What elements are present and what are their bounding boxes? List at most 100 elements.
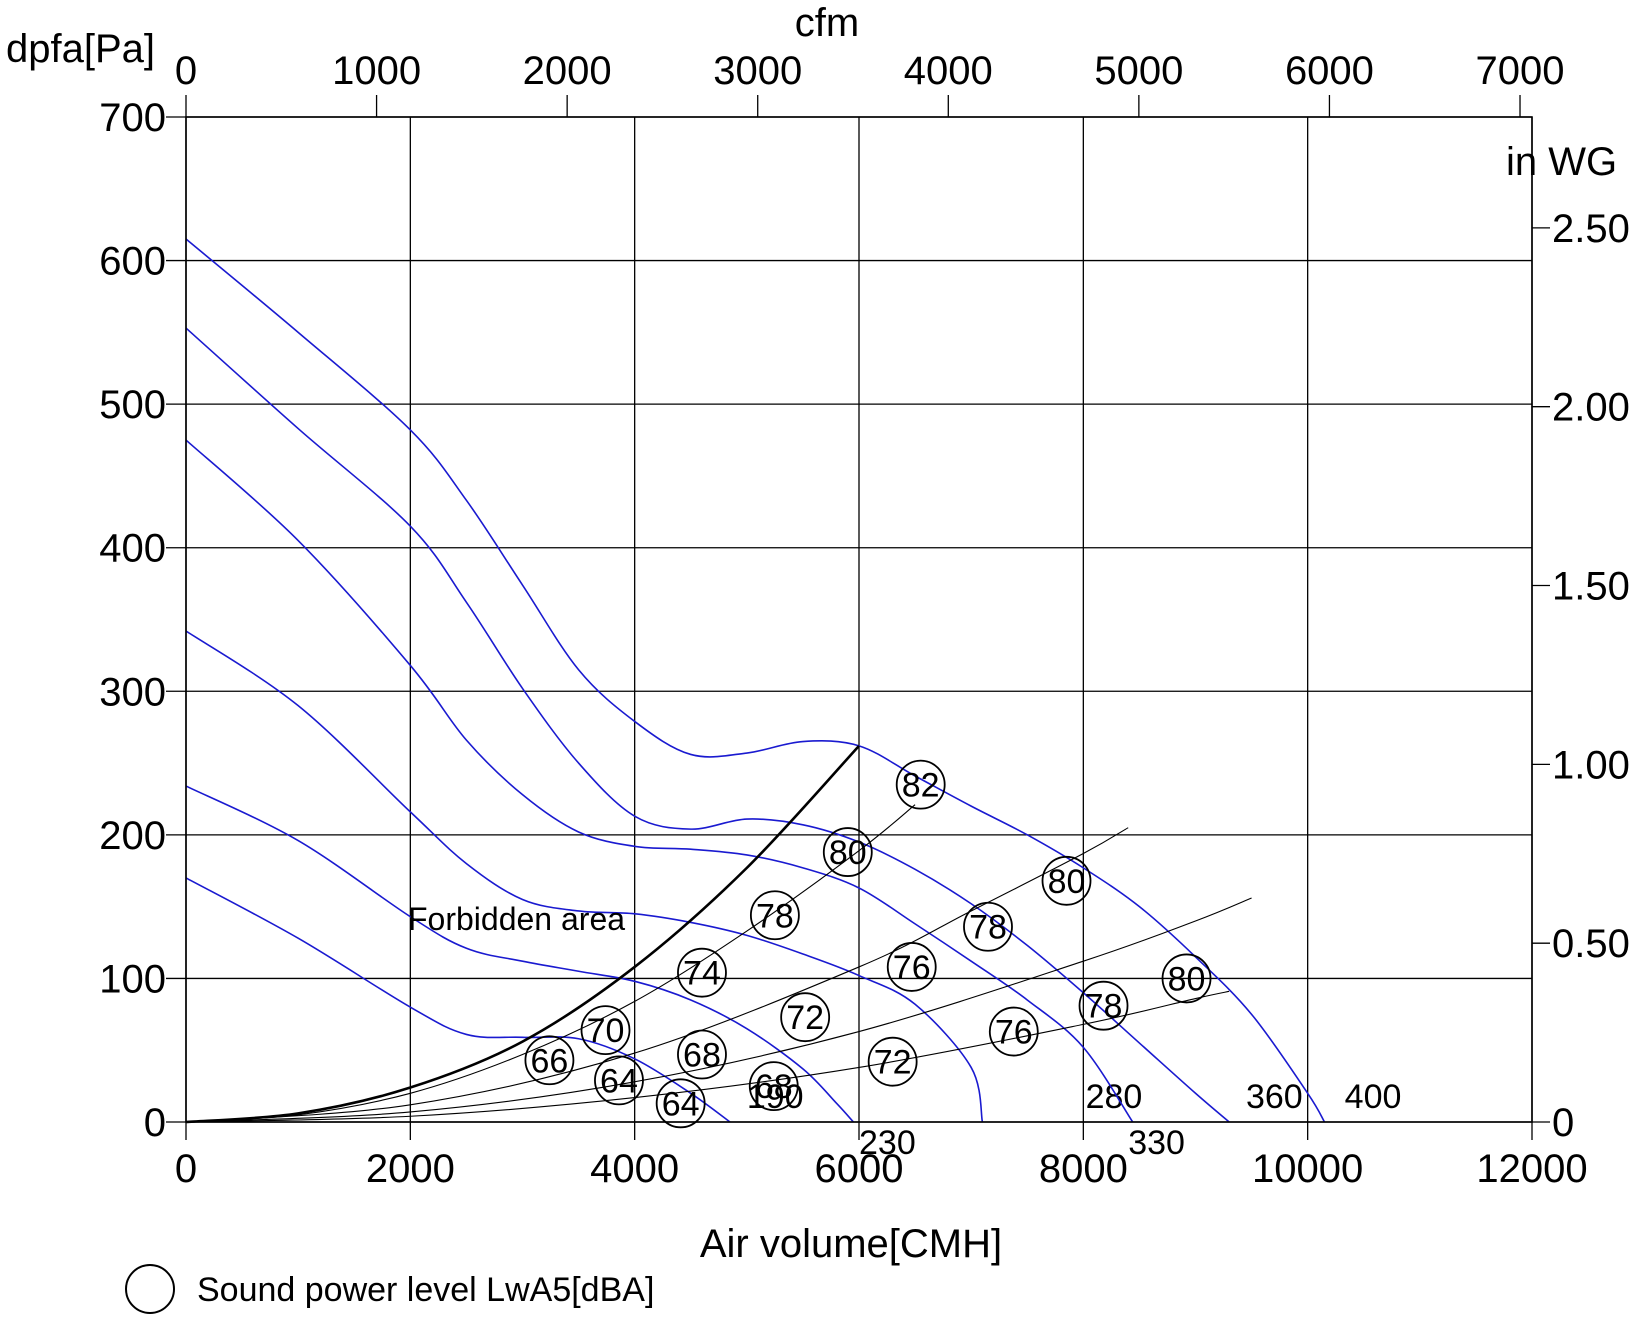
- y-tick-label: 600: [99, 240, 166, 284]
- x-tick-label: 12000: [1476, 1147, 1587, 1191]
- sound-level-marker: 64: [594, 1055, 644, 1106]
- legend-text: Sound power level LwA5[dBA]: [197, 1271, 654, 1309]
- forbidden-area-line: [185, 744, 860, 1124]
- sound-level-marker: 80: [1041, 855, 1092, 906]
- sound-level-circle: [1041, 855, 1092, 906]
- sound-level-label: 64: [600, 1062, 638, 1100]
- plot-frame: [185, 116, 1533, 1123]
- legend: Sound power level LwA5[dBA]: [125, 1264, 654, 1314]
- fan-curve-190: [185, 877, 731, 1123]
- sound-level-label: 76: [995, 1014, 1033, 1052]
- sound-level-circle: [748, 1061, 799, 1112]
- sound-level-marker: 82: [895, 759, 946, 810]
- sound-level-marker: 76: [886, 942, 937, 992]
- right-tick-label: 0: [1552, 1101, 1574, 1145]
- sound-level-marker: 80: [822, 827, 873, 877]
- top-tick-label: 4000: [904, 49, 993, 93]
- sound-level-circle: [988, 1006, 1039, 1057]
- curve-label-360: 360: [1246, 1078, 1303, 1116]
- y-tick-label: 100: [99, 957, 166, 1001]
- sound-level-circle: [580, 1005, 631, 1056]
- curve-label-400: 400: [1345, 1078, 1402, 1116]
- y-tick-label: 0: [144, 1101, 166, 1145]
- sound-level-label: 82: [902, 767, 940, 805]
- sound-level-label: 78: [1085, 988, 1123, 1026]
- sound-level-label: 74: [683, 955, 721, 993]
- y-tick-label: 200: [99, 814, 166, 858]
- fan-curve-230: [185, 785, 854, 1123]
- curve-label-280: 280: [1086, 1078, 1143, 1116]
- top-tick-label: 2000: [523, 49, 612, 93]
- y-tick-label: 300: [99, 670, 166, 714]
- sound-level-label: 66: [531, 1042, 569, 1080]
- fan-curve-360: [185, 327, 1230, 1123]
- sound-level-label: 80: [1168, 960, 1206, 998]
- x-tick-label: 8000: [1039, 1147, 1128, 1191]
- legend-circle-icon: [125, 1264, 175, 1314]
- right-tick-label: 1.50: [1552, 565, 1630, 609]
- system-line-2: [185, 827, 1129, 1123]
- sound-level-marker: 70: [580, 1005, 631, 1056]
- y-tick-label: 500: [99, 383, 166, 427]
- sound-level-circle: [524, 1035, 575, 1086]
- system-line-3: [185, 897, 1252, 1123]
- sound-level-circle: [822, 827, 873, 877]
- axes: 0 2000 4000 6000 8000 10000 120000100200300400…: [99, 49, 1630, 1191]
- x-tick-label: 2000: [366, 1147, 455, 1191]
- sound-level-marker: 78: [963, 901, 1013, 952]
- curve-label-330: 330: [1128, 1124, 1185, 1162]
- sound-level-circle: [677, 1029, 727, 1080]
- fan-curve-280: [185, 630, 984, 1123]
- x-tick-label: 4000: [590, 1147, 679, 1191]
- sound-level-circle: [963, 901, 1013, 952]
- sound-level-label: 70: [587, 1012, 625, 1050]
- right-tick-label: 1.00: [1552, 743, 1630, 787]
- sound-level-marker: 74: [677, 947, 727, 998]
- x-axis-title: Air volume[CMH]: [700, 1222, 1002, 1266]
- sound-level-label: 68: [755, 1068, 793, 1106]
- sound-level-circle: [780, 992, 831, 1043]
- sound-level-marker: 76: [988, 1006, 1039, 1057]
- sound-level-circle: [677, 947, 727, 998]
- y-axis-title: dpfa[Pa]: [6, 27, 155, 71]
- sound-level-marker: 80: [1161, 953, 1212, 1004]
- x-tick-label: 6000: [815, 1147, 904, 1191]
- sound-level-marker: 64: [655, 1078, 706, 1129]
- sound-level-label: 76: [893, 949, 931, 987]
- x-tick-label: 0: [175, 1147, 197, 1191]
- sound-level-marker: 72: [867, 1036, 918, 1087]
- top-tick-label: 7000: [1476, 49, 1565, 93]
- sound-level-label: 80: [829, 834, 867, 872]
- forbidden-area-label: Forbidden area: [408, 901, 625, 937]
- sound-level-circle: [895, 759, 946, 810]
- top-tick-label: 6000: [1285, 49, 1374, 93]
- sound-level-circle: [867, 1036, 918, 1087]
- right-tick-label: 2.00: [1552, 386, 1630, 430]
- sound-level-marker: 72: [780, 992, 831, 1043]
- fan-curve-330: [185, 439, 1134, 1123]
- sound-level-marker: 78: [749, 890, 800, 941]
- system-line-4: [185, 990, 1230, 1123]
- curve-label-230: 230: [859, 1124, 916, 1162]
- fan-curve-400: [185, 238, 1326, 1123]
- sound-level-label: 68: [683, 1037, 721, 1075]
- y-tick-label: 700: [99, 96, 166, 140]
- top-tick-label: 5000: [1094, 49, 1183, 93]
- sound-level-circle: [594, 1055, 644, 1106]
- sound-level-label: 64: [662, 1085, 700, 1123]
- sound-level-circle: [655, 1078, 706, 1129]
- right-axis-title: in WG: [1506, 140, 1617, 184]
- sound-level-marker: 68: [748, 1061, 799, 1112]
- right-tick-label: 0.50: [1552, 922, 1630, 966]
- sound-level-marker: 66: [524, 1035, 575, 1086]
- sound-level-circle: [749, 890, 800, 941]
- sound-level-marker: 68: [677, 1029, 727, 1080]
- x-tick-label: 10000: [1252, 1147, 1363, 1191]
- top-tick-label: 0: [175, 49, 197, 93]
- top-tick-label: 1000: [332, 49, 421, 93]
- top-axis-title: cfm: [795, 1, 859, 45]
- sound-level-label: 78: [969, 909, 1007, 947]
- sound-level-marker: 78: [1078, 980, 1129, 1031]
- sound-level-label: 78: [756, 897, 794, 935]
